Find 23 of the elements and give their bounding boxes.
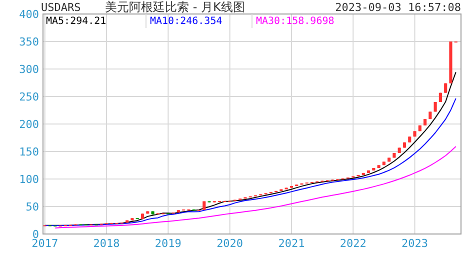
y-tick-label: 250 xyxy=(19,90,39,104)
x-tick-label: 2017 xyxy=(32,237,58,250)
chart-title: 美元阿根廷比索 - 月K线图 xyxy=(105,0,245,14)
y-tick-label: 150 xyxy=(19,146,39,158)
y-tick-label: 200 xyxy=(19,118,39,131)
x-tick-label: 2022 xyxy=(340,237,366,250)
text: MA30:158.9698 xyxy=(256,16,334,27)
x-tick-label: 2021 xyxy=(278,237,305,250)
text: MA10:246.354 xyxy=(150,16,222,27)
y-tick-label: 100 xyxy=(19,173,39,186)
y-tick-label: 300 xyxy=(19,63,39,76)
y-tick-label: 50 xyxy=(26,200,39,214)
y-tick-label: 400 xyxy=(19,8,39,21)
text: MA5:294.21 xyxy=(46,16,106,27)
x-tick-label: 2019 xyxy=(154,237,182,250)
line-series xyxy=(44,98,456,226)
y-tick-label: 350 xyxy=(19,36,39,48)
chart-subtitle: 2023-09-03 16:57:08 xyxy=(335,1,461,14)
x-tick-label: 2018 xyxy=(93,237,120,250)
annotation: USDARS xyxy=(41,1,81,14)
line-series xyxy=(54,146,456,228)
x-tick-label: 2023 xyxy=(402,237,428,250)
x-tick-label: 2020 xyxy=(216,237,244,250)
